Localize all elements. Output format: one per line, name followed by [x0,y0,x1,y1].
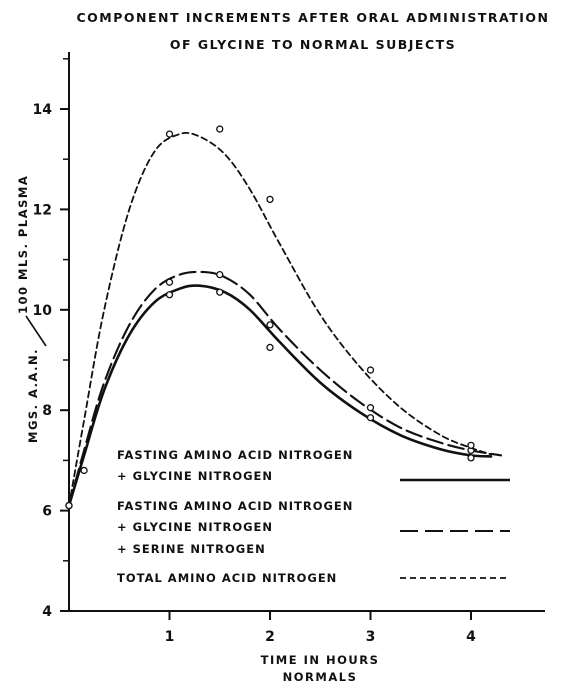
chart-title-line-1: COMPONENT INCREMENTS AFTER ORAL ADMINIST… [76,10,549,25]
data-point [266,321,274,329]
y-ticks: 4 6 8 10 12 14 [33,102,69,620]
y-axis-label-slash [25,315,47,347]
y-tick-label: 4 [42,604,52,620]
series-line-total-amino-acid [68,132,492,507]
series-layer [65,125,503,510]
data-point [366,366,375,374]
y-axis-label-denominator: 100 MLS. PLASMA [16,175,30,314]
legend-solid-text-line-2: + GLYCINE NITROGEN [117,469,273,483]
legend-long-dash-text-line-2: + GLYCINE NITROGEN [117,520,273,534]
x-axis-label-line-1: TIME IN HOURS [261,653,380,667]
y-tick-label: 12 [33,202,52,218]
y-axis-label: MGS. A.A.N. 100 MLS. PLASMA [16,175,47,443]
data-point [266,195,274,204]
legend-long-dash-text-line-3: + SERINE NITROGEN [117,542,266,556]
series-line-fasting-glycine-serine [67,270,503,507]
data-point [165,291,174,299]
data-point [216,271,224,279]
data-point [467,454,475,462]
legend-short-dash-text: TOTAL AMINO ACID NITROGEN [117,571,337,585]
series-line-fasting-plus-glycine [67,284,493,507]
data-point [65,501,73,510]
y-minor-ticks [63,58,69,562]
data-point [216,288,224,296]
y-tick-label: 8 [42,403,52,419]
x-tick-label: 2 [265,629,275,645]
legend-solid-text-line-1: FASTING AMINO ACID NITROGEN [117,448,353,462]
y-tick-label: 14 [33,102,53,118]
data-point [467,441,475,449]
legend-long-dash-text-line-1: FASTING AMINO ACID NITROGEN [117,499,353,513]
data-point [165,130,174,138]
x-ticks: 1 2 3 4 [165,611,476,645]
y-axis-label-numerator: MGS. A.A.N. [26,348,40,443]
y-tick-label: 6 [42,504,52,520]
x-axis-label-line-2: NORMALS [283,670,358,684]
data-point [366,404,375,412]
legend: FASTING AMINO ACID NITROGEN + GLYCINE NI… [117,448,510,585]
data-point [80,466,88,475]
data-point [216,125,224,133]
y-tick-label: 10 [33,303,53,319]
chart-title-line-2: OF GLYCINE TO NORMAL SUBJECTS [170,37,456,52]
x-tick-label: 4 [466,629,476,645]
x-tick-label: 3 [366,629,376,645]
data-point [366,414,375,422]
data-point [165,278,174,286]
data-point [266,343,274,352]
x-tick-label: 1 [165,629,175,645]
